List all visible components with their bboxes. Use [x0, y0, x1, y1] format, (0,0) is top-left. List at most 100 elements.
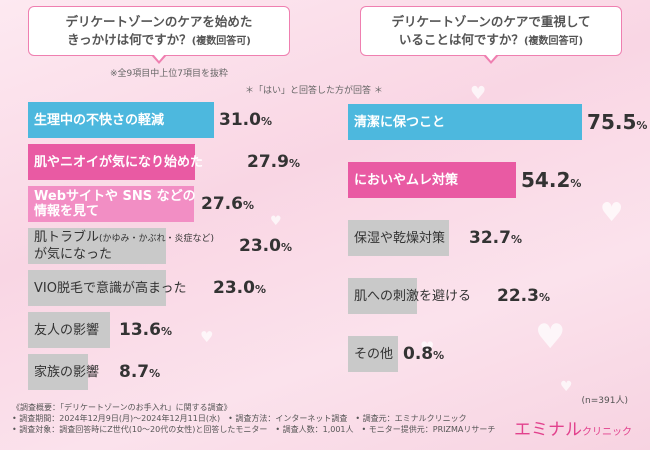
bar-5: その他 — [348, 336, 398, 372]
bar-label-main: VIO脱毛で意識が高まった — [34, 280, 187, 296]
left-question-line2: きっかけは何ですか？ — [67, 32, 192, 47]
value-label: 32.7% — [469, 220, 522, 258]
right-question-line2: いることは何ですか？ — [398, 32, 524, 47]
value-number: 8.7 — [119, 362, 150, 382]
bar-label-main: その他 — [354, 346, 394, 362]
value-number: 75.5 — [587, 110, 637, 134]
bar-label: その他 — [354, 347, 393, 362]
bar-label: においやムレ対策 — [354, 173, 458, 188]
bar-1: 生理中の不快さの軽減 — [28, 102, 214, 138]
value-unit: % — [280, 241, 292, 254]
bar-7: 家族の影響 — [28, 354, 99, 390]
value-number: 27.6 — [201, 194, 243, 214]
heart-icon: ♥ — [200, 328, 214, 346]
bar-label: VIO脱毛で意識が高まった — [34, 281, 186, 296]
bar-label-line2: 情報を見て — [34, 204, 100, 219]
left-note: ※全9項目中上位7項目を抜粋 — [110, 69, 228, 79]
value-number: 31.0 — [219, 110, 261, 130]
bar-label-main: 肌トラブル — [34, 230, 100, 245]
bar-label: Webサイトや SNS などの 情報を見て — [34, 189, 196, 219]
bar-2: においやムレ対策 — [348, 162, 517, 198]
value-number: 13.6 — [119, 320, 161, 340]
bar-label-main: 友人の影響 — [34, 322, 100, 338]
bar-label-line2: が気になった — [34, 247, 113, 262]
value-number: 27.9 — [247, 152, 289, 172]
right-question-tail — [483, 54, 499, 64]
value-label: 31.0% — [219, 102, 272, 140]
bar-label: 生理中の不快さの軽減 — [34, 113, 164, 128]
center-note: ＊「はい」と回答した方が回答 ＊ — [245, 86, 383, 96]
bar-label-main: 家族の影響 — [34, 364, 100, 380]
value-unit: % — [433, 349, 445, 362]
bar-label-main: 保湿や乾燥対策 — [354, 230, 446, 246]
heart-icon: ♥ — [270, 214, 282, 229]
bar-label: 肌トラブル(かゆみ・かぶれ・炎症など) が気になった — [34, 230, 214, 262]
value-unit: % — [160, 325, 172, 338]
heart-icon: ♥ — [535, 317, 566, 357]
bar-label-note: (かゆみ・かぶれ・炎症など) — [99, 234, 215, 244]
right-question-line1: デリケートゾーンのケアで重視して — [391, 14, 591, 29]
heart-icon: ♥ — [470, 83, 487, 104]
bar-label-main: Webサイトや SNS などの — [34, 189, 196, 204]
value-unit: % — [288, 157, 300, 170]
left-question-box: デリケートゾーンのケアを始めた きっかけは何ですか？(複数回答可) — [28, 6, 290, 64]
logo-sub: クリニック — [582, 427, 632, 438]
value-label: 54.2% — [521, 162, 581, 202]
value-unit: % — [149, 367, 161, 380]
left-question-tail — [151, 54, 167, 64]
value-label: 27.9% — [247, 144, 300, 182]
value-label: 13.6% — [119, 312, 172, 350]
bar-label-main: においやムレ対策 — [354, 172, 459, 188]
bar-5: VIO脱毛で意識が高まった — [28, 270, 186, 306]
logo-main: エミナル — [514, 420, 582, 440]
value-label: 0.8% — [403, 336, 444, 374]
bar-label: 清潔に保つこと — [354, 115, 445, 130]
value-label: 23.0% — [239, 228, 292, 266]
footer-line1: 《調査概要：「デリケートゾーンのお手入れ」に関する調査》 — [12, 403, 232, 412]
value-number: 32.7 — [469, 228, 511, 248]
left-question-multi: (複数回答可) — [191, 36, 251, 47]
bar-label-main: 生理中の不快さの軽減 — [34, 112, 165, 128]
value-unit: % — [510, 233, 522, 246]
bar-label: 肌への刺激を避ける — [354, 289, 471, 304]
value-label: 8.7% — [119, 354, 160, 392]
bar-6: 友人の影響 — [28, 312, 110, 348]
value-label: 23.0% — [213, 270, 266, 308]
footer-line2: • 調査期間：2024年12月9日(月)〜2024年12月11日(水) • 調査… — [12, 414, 467, 423]
bar-label: 友人の影響 — [34, 323, 99, 338]
bar-4: 肌への刺激を避ける — [348, 278, 471, 314]
right-question-box: デリケートゾーンのケアで重視して いることは何ですか？(複数回答可) — [360, 6, 622, 64]
left-question-line1: デリケートゾーンのケアを始めた — [65, 14, 253, 29]
value-label: 27.6% — [201, 186, 254, 224]
value-label: 75.5% — [587, 104, 647, 144]
value-label: 22.3% — [497, 278, 550, 316]
heart-icon: ♥ — [420, 338, 435, 357]
value-number: 0.8 — [403, 344, 434, 364]
bar-3: Webサイトや SNS などの 情報を見て — [28, 186, 196, 222]
bar-label: 肌やニオイが気になり始めた — [34, 155, 203, 170]
bar-label-main: 清潔に保つこと — [354, 114, 446, 130]
bar-2: 肌やニオイが気になり始めた — [28, 144, 203, 180]
value-number: 23.0 — [239, 236, 281, 256]
value-unit: % — [538, 291, 550, 304]
survey-footer: 《調査概要：「デリケートゾーンのお手入れ」に関する調査》 • 調査期間：2024… — [12, 402, 495, 435]
footer-line3: • 調査対象：調査回答時にZ世代(10〜20代の女性)と回答したモニター • 調… — [12, 425, 496, 434]
bar-4: 肌トラブル(かゆみ・かぶれ・炎症など) が気になった — [28, 228, 214, 264]
bar-label: 家族の影響 — [34, 365, 99, 380]
bar-3: 保湿や乾燥対策 — [348, 220, 450, 256]
value-unit: % — [636, 119, 648, 132]
bar-label-main: 肌への刺激を避ける — [354, 288, 472, 304]
value-unit: % — [242, 199, 254, 212]
bar-1: 清潔に保つこと — [348, 104, 583, 140]
sample-size: (n=391人) — [581, 396, 628, 406]
right-question-multi: (複数回答可) — [523, 36, 584, 47]
value-unit: % — [570, 177, 582, 190]
bar-label: 保湿や乾燥対策 — [354, 231, 445, 246]
heart-icon: ♥ — [600, 198, 624, 228]
value-number: 22.3 — [497, 286, 539, 306]
value-number: 23.0 — [213, 278, 255, 298]
heart-icon: ♥ — [560, 379, 573, 395]
value-unit: % — [254, 283, 266, 296]
value-unit: % — [260, 115, 272, 128]
eminal-clinic-logo: エミナルクリニック — [514, 415, 632, 440]
